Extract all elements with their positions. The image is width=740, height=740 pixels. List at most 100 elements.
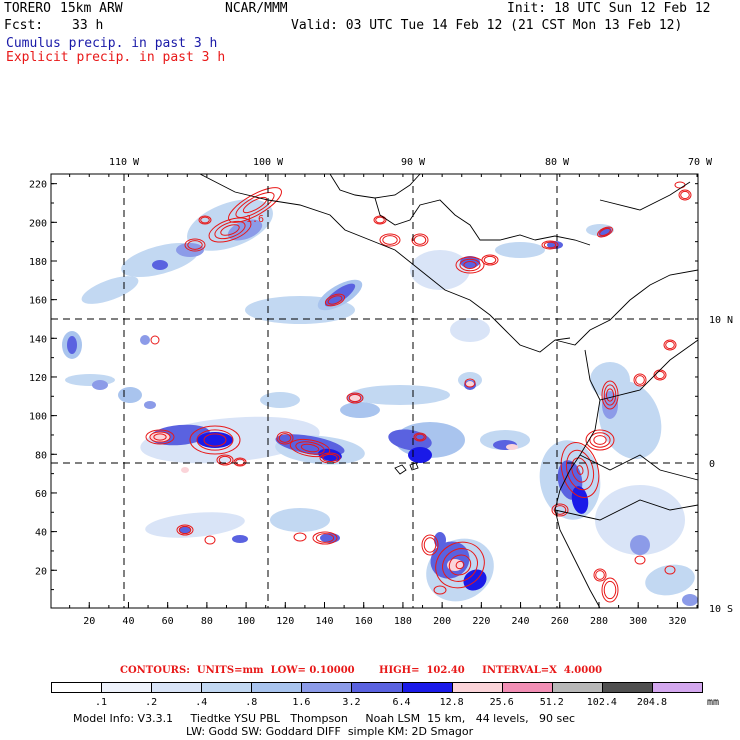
contour-ring: [585, 429, 615, 451]
contour-ring: [373, 215, 387, 225]
axis-ticks: [51, 174, 698, 608]
colorbar-swatch: [101, 682, 153, 693]
precip-cell: [408, 447, 432, 463]
contour-ring: [184, 238, 206, 252]
latitude-label: 10 S: [709, 604, 733, 615]
contour-ring: [674, 181, 686, 189]
precip-cell: [320, 533, 340, 543]
bottom-tick-label: 280: [590, 616, 608, 627]
contour-ring: [551, 503, 569, 517]
precip-cell: [270, 508, 330, 532]
left-tick-label: 100: [29, 412, 47, 423]
bottom-tick-label: 240: [512, 616, 530, 627]
colorbar-swatch: [401, 682, 453, 693]
contour-ring: [413, 235, 427, 245]
contour-ring: [589, 432, 611, 448]
latitude-label: 10 N: [709, 315, 733, 326]
precip-cell: [682, 594, 698, 606]
contour-ring: [593, 435, 607, 445]
contour-ring: [200, 216, 210, 224]
precip-cell: [232, 535, 248, 543]
contour-ring: [187, 240, 203, 250]
precip-cell: [145, 512, 245, 538]
colorbar-swatch: [651, 682, 703, 693]
colorbar-unit: mm: [706, 697, 720, 708]
contour-ring: [322, 453, 338, 463]
contour-ring: [553, 505, 567, 515]
bottom-tick-label: 40: [122, 616, 134, 627]
bottom-tick-label: 100: [237, 616, 255, 627]
contour-ring: [599, 227, 611, 237]
contour-ring: [293, 532, 307, 542]
longitude-label: 80 W: [545, 157, 570, 168]
contour-ring: [635, 375, 645, 385]
left-tick-label: 80: [35, 450, 47, 461]
contour-ring: [233, 457, 247, 467]
precip-cell: [324, 283, 356, 307]
forecast-label: Fcst:: [4, 18, 44, 33]
precip-cell: [140, 335, 150, 345]
contour-ring: [423, 537, 437, 553]
contour-ring: [235, 458, 245, 466]
contour-ring: [664, 565, 676, 575]
latitude-label: 0: [709, 459, 715, 470]
contour-ring: [655, 370, 665, 380]
bottom-tick-label: 320: [668, 616, 686, 627]
coastline-segment: [554, 269, 699, 346]
bottom-tick-label: 260: [551, 616, 569, 627]
contour-ring: [176, 524, 194, 536]
contour-ring: [680, 190, 690, 200]
explicit-contours: 1.6: [145, 181, 692, 603]
contour-ring: [665, 340, 675, 350]
contour-ring: [324, 293, 346, 307]
left-tick-label: 160: [29, 296, 47, 307]
coastline-segment: [199, 173, 571, 353]
coastline-segment: [329, 173, 421, 199]
colorbar-label: 25.6: [489, 697, 514, 708]
contour-ring: [153, 433, 167, 441]
precip-cell: [144, 401, 156, 409]
contour-ring: [220, 224, 240, 236]
contour-ring: [348, 393, 362, 403]
contour-ring: [242, 196, 268, 214]
longitude-label: 110 W: [109, 157, 140, 168]
colorbar-label: .8: [245, 697, 258, 708]
contour-ring: [442, 548, 478, 582]
contour-ring: [196, 429, 234, 451]
contour-ring: [433, 585, 447, 595]
contour-ring: [145, 429, 175, 445]
bottom-tick-label: 220: [472, 616, 490, 627]
contour-ring: [208, 217, 252, 243]
coastline-segment: [599, 181, 691, 211]
precip-cell: [590, 362, 630, 398]
contour-ring: [560, 442, 600, 498]
contour-ring: [435, 541, 485, 589]
contour-ring: [346, 392, 364, 404]
contour-ring: [379, 233, 401, 247]
precip-cell: [547, 241, 563, 249]
field-explicit-label: Explicit precip. in past 3 h: [6, 50, 226, 65]
contour-ring: [663, 339, 677, 351]
bottom-tick-label: 180: [394, 616, 412, 627]
colorbar-swatch: [201, 682, 253, 693]
contour-ring: [459, 258, 481, 272]
left-tick-label: 200: [29, 218, 47, 229]
bottom-tick-label: 200: [433, 616, 451, 627]
contour-ring: [295, 441, 325, 455]
contour-ring: [601, 577, 619, 603]
colorbar-label: 12.8: [439, 697, 464, 708]
colorbar-swatch: [251, 682, 303, 693]
precip-cell: [571, 486, 589, 514]
colorbar-swatch: [151, 682, 203, 693]
contour-ring: [483, 255, 497, 265]
coastline-segment: [554, 499, 699, 521]
coastline-segment: [579, 454, 699, 481]
contour-ring: [300, 443, 320, 453]
contour-ring: [411, 233, 429, 247]
forecast-hour: 33 h: [72, 18, 104, 33]
contour-ring: [421, 534, 439, 556]
precip-cell: [340, 402, 380, 418]
axis-labels: 220 200 180 160 140 120 100 80 60 40 20 20 40 60 80 100…: [29, 157, 733, 627]
left-tick-label: 20: [35, 566, 47, 577]
